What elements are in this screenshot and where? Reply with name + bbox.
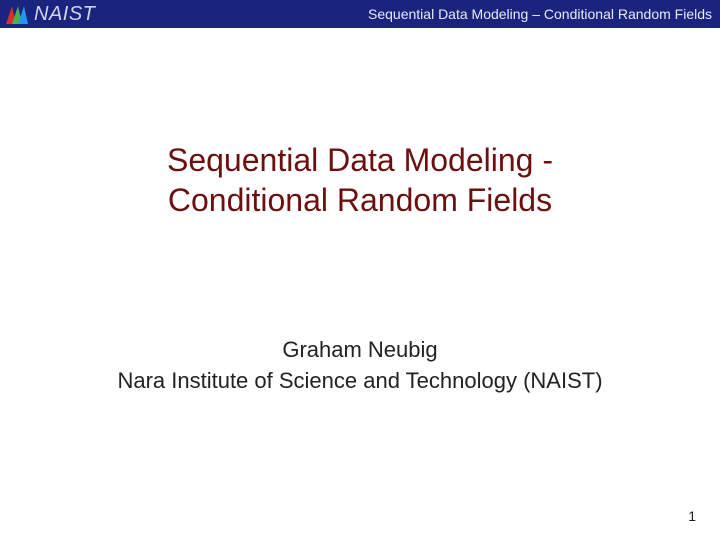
author-affiliation: Nara Institute of Science and Technology… bbox=[117, 366, 602, 397]
header-bar: NAIST Sequential Data Modeling – Conditi… bbox=[0, 0, 720, 28]
logo-stripes-icon bbox=[6, 4, 30, 24]
slide-body: Sequential Data Modeling - Conditional R… bbox=[0, 28, 720, 540]
header-title: Sequential Data Modeling – Conditional R… bbox=[368, 6, 712, 22]
author-name: Graham Neubig bbox=[117, 335, 602, 366]
title-line-2: Conditional Random Fields bbox=[167, 180, 553, 220]
title-line-1: Sequential Data Modeling - bbox=[167, 140, 553, 180]
page-number: 1 bbox=[688, 508, 696, 524]
logo-text: NAIST bbox=[34, 3, 95, 26]
slide-title: Sequential Data Modeling - Conditional R… bbox=[167, 140, 553, 220]
logo: NAIST bbox=[6, 3, 95, 26]
author-block: Graham Neubig Nara Institute of Science … bbox=[117, 335, 602, 397]
